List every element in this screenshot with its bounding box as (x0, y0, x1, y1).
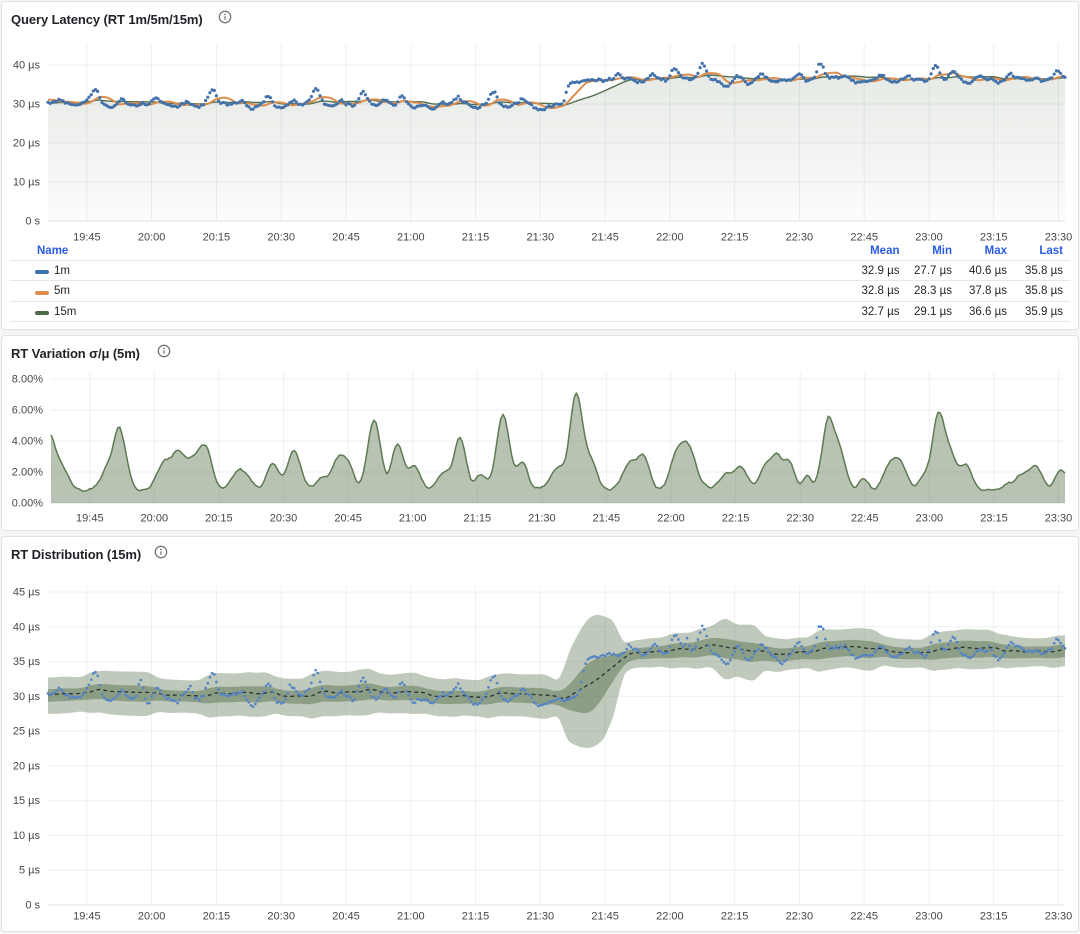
svg-text:23:30: 23:30 (1045, 513, 1073, 525)
svg-text:21:15: 21:15 (462, 911, 490, 923)
svg-text:23:00: 23:00 (915, 232, 943, 244)
svg-text:21:00: 21:00 (397, 232, 425, 244)
svg-text:22:30: 22:30 (786, 232, 814, 244)
svg-text:8.00%: 8.00% (12, 374, 43, 386)
svg-text:21:30: 21:30 (527, 911, 555, 923)
svg-text:22:15: 22:15 (721, 911, 749, 923)
svg-text:19:45: 19:45 (73, 911, 101, 923)
svg-text:22:30: 22:30 (786, 513, 814, 525)
svg-text:22:00: 22:00 (657, 513, 685, 525)
svg-text:22:15: 22:15 (722, 513, 750, 525)
svg-text:20:15: 20:15 (205, 513, 233, 525)
svg-text:6.00%: 6.00% (12, 405, 43, 417)
svg-text:22:45: 22:45 (851, 513, 879, 525)
svg-text:35 µs: 35 µs (13, 656, 41, 668)
svg-text:21:45: 21:45 (591, 911, 619, 923)
svg-text:21:30: 21:30 (527, 232, 555, 244)
svg-text:30 µs: 30 µs (13, 691, 41, 703)
svg-text:4.00%: 4.00% (12, 436, 43, 448)
svg-text:23:00: 23:00 (915, 911, 943, 923)
svg-text:22:00: 22:00 (656, 911, 684, 923)
svg-text:22:00: 22:00 (656, 232, 684, 244)
svg-text:22:30: 22:30 (786, 911, 814, 923)
svg-text:30 µs: 30 µs (13, 99, 41, 111)
svg-text:23:15: 23:15 (980, 513, 1008, 525)
svg-text:5 µs: 5 µs (19, 865, 41, 877)
svg-text:20:30: 20:30 (270, 513, 298, 525)
svg-text:20:00: 20:00 (141, 513, 169, 525)
svg-text:20:15: 20:15 (203, 911, 231, 923)
svg-text:20:15: 20:15 (203, 232, 231, 244)
svg-text:45 µs: 45 µs (13, 587, 41, 599)
svg-text:20:30: 20:30 (267, 911, 295, 923)
svg-text:20:00: 20:00 (138, 911, 166, 923)
svg-text:21:15: 21:15 (462, 232, 490, 244)
svg-text:20:00: 20:00 (138, 232, 166, 244)
svg-text:20:30: 20:30 (267, 232, 295, 244)
svg-text:20 µs: 20 µs (13, 760, 41, 772)
svg-text:20:45: 20:45 (332, 911, 360, 923)
svg-text:23:30: 23:30 (1045, 911, 1073, 923)
svg-text:21:15: 21:15 (464, 513, 492, 525)
svg-text:0 s: 0 s (25, 216, 40, 228)
svg-text:19:45: 19:45 (76, 513, 104, 525)
svg-text:21:45: 21:45 (591, 232, 619, 244)
svg-text:21:00: 21:00 (399, 513, 427, 525)
svg-text:23:00: 23:00 (916, 513, 944, 525)
svg-text:23:30: 23:30 (1045, 232, 1073, 244)
svg-text:23:15: 23:15 (980, 232, 1008, 244)
svg-text:25 µs: 25 µs (13, 726, 41, 738)
svg-text:10 µs: 10 µs (13, 177, 41, 189)
svg-text:10 µs: 10 µs (13, 830, 41, 842)
svg-text:40 µs: 40 µs (13, 621, 41, 633)
svg-text:21:30: 21:30 (528, 513, 556, 525)
svg-text:23:15: 23:15 (980, 911, 1008, 923)
svg-text:20 µs: 20 µs (13, 138, 41, 150)
svg-text:22:45: 22:45 (850, 232, 878, 244)
svg-text:20:45: 20:45 (334, 513, 362, 525)
svg-text:19:45: 19:45 (73, 232, 101, 244)
svg-text:22:15: 22:15 (721, 232, 749, 244)
svg-text:20:45: 20:45 (332, 232, 360, 244)
svg-text:15 µs: 15 µs (13, 795, 41, 807)
svg-text:2.00%: 2.00% (12, 467, 43, 479)
svg-text:21:45: 21:45 (593, 513, 621, 525)
svg-text:0.00%: 0.00% (12, 498, 43, 510)
svg-text:0 s: 0 s (25, 900, 40, 912)
svg-text:40 µs: 40 µs (13, 60, 41, 72)
svg-text:22:45: 22:45 (850, 911, 878, 923)
svg-text:21:00: 21:00 (397, 911, 425, 923)
